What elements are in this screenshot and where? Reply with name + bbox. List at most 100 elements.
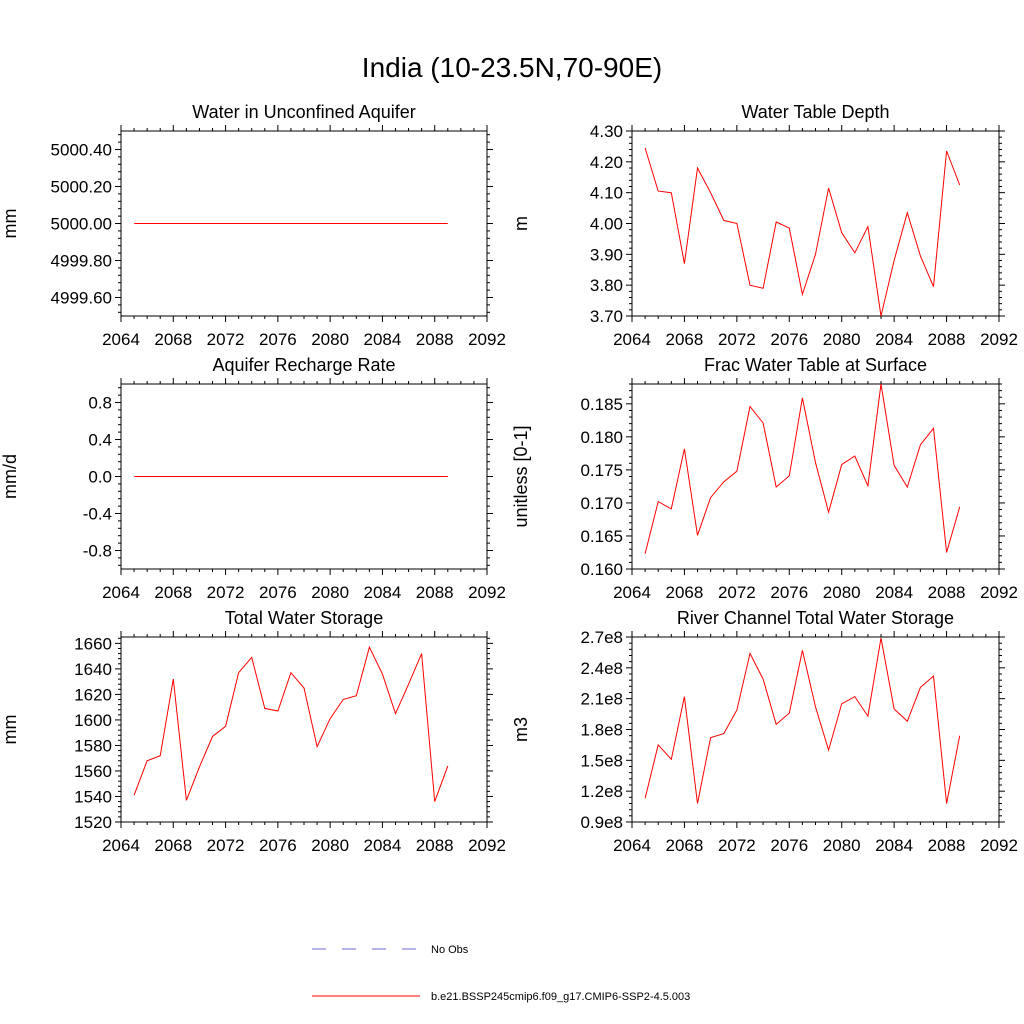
panel-2-xtick-label: 2064	[613, 330, 651, 349]
panel-4-xtick-label: 2080	[823, 583, 861, 602]
panel-4-xtick-label: 2092	[980, 583, 1018, 602]
panel-3-xtick-label: 2068	[154, 583, 192, 602]
panel-3-ytick-label: 0.0	[88, 468, 112, 487]
panel-3-ytick-label: 0.8	[88, 394, 112, 413]
panel-2-ytick-label: 4.30	[590, 122, 623, 141]
panel-2-ytick-label: 3.90	[590, 245, 623, 264]
panel-4-ytick-label: 0.185	[580, 395, 623, 414]
panel-6-xtick-label: 2092	[980, 836, 1018, 855]
panel-5-xtick-label: 2092	[468, 836, 506, 855]
panel-3-xtick-label: 2064	[102, 583, 140, 602]
panel-5-title: Total Water Storage	[225, 608, 383, 628]
panel-1-ylabel: mm	[0, 209, 20, 239]
panel-5-xtick-label: 2076	[259, 836, 297, 855]
panel-5-ytick-label: 1580	[74, 736, 112, 755]
panel-6-title: River Channel Total Water Storage	[677, 608, 954, 628]
panel-6-xtick-label: 2076	[770, 836, 808, 855]
panel-1-xtick-label: 2088	[416, 330, 454, 349]
panel-2-title: Water Table Depth	[741, 102, 889, 122]
panel-6-xtick-label: 2064	[613, 836, 651, 855]
panel-1-xtick-label: 2068	[154, 330, 192, 349]
panel-3-xtick-label: 2080	[311, 583, 349, 602]
panel-3-xtick-label: 2084	[364, 583, 402, 602]
panel-5-frame	[120, 636, 488, 823]
panel-1-title: Water in Unconfined Aquifer	[192, 102, 415, 122]
panel-2-xtick-label: 2092	[980, 330, 1018, 349]
panel-4-xtick-label: 2068	[666, 583, 704, 602]
panel-4-ytick-label: 0.160	[580, 560, 623, 579]
panel-5-xtick-label: 2080	[311, 836, 349, 855]
panel-2-ytick-label: 4.10	[590, 184, 623, 203]
panel-4-ytick-label: 0.180	[580, 428, 623, 447]
panel-2-ytick-label: 4.00	[590, 215, 623, 234]
panel-4-ytick-label: 0.170	[580, 494, 623, 513]
panel-4-ytick-label: 0.165	[580, 527, 623, 546]
panel-5-xtick-label: 2064	[102, 836, 140, 855]
panel-1-ytick-label: 5000.40	[51, 141, 112, 160]
panel-2-xtick-label: 2088	[928, 330, 966, 349]
panel-6-ytick-label: 1.5e8	[580, 751, 623, 770]
page-title: India (10-23.5N,70-90E)	[361, 52, 663, 83]
panel-3-xtick-label: 2088	[416, 583, 454, 602]
panel-3-xtick-label: 2092	[468, 583, 506, 602]
panel-1-xtick-label: 2072	[207, 330, 245, 349]
panel-1-xtick-label: 2084	[364, 330, 402, 349]
panel-2-series-line	[644, 147, 961, 317]
panel-1-xtick-label: 2092	[468, 330, 506, 349]
panel-6-ytick-label: 2.1e8	[580, 690, 623, 709]
panel-5-ytick-label: 1600	[74, 711, 112, 730]
panel-6-xtick-label: 2072	[718, 836, 756, 855]
panel-5-ytick-label: 1620	[74, 685, 112, 704]
panel-3-ytick-label: -0.8	[83, 542, 112, 561]
panel-5-xtick-label: 2068	[154, 836, 192, 855]
panel-6-ylabel: m3	[511, 717, 531, 742]
panel-4-xtick-label: 2076	[770, 583, 808, 602]
panel-2-ytick-label: 3.70	[590, 307, 623, 326]
panel-6-ytick-label: 0.9e8	[580, 813, 623, 832]
panel-1-ytick-label: 4999.60	[51, 289, 112, 308]
panel-4-xtick-label: 2064	[613, 583, 651, 602]
panel-6-ytick-label: 2.7e8	[580, 628, 623, 647]
panel-2-xtick-label: 2080	[823, 330, 861, 349]
panel-2-ylabel: m	[511, 216, 531, 231]
panel-5-ytick-label: 1640	[74, 660, 112, 679]
panel-5-series-line	[133, 645, 449, 802]
panel-5-xtick-label: 2072	[207, 836, 245, 855]
panel-6-xtick-label: 2080	[823, 836, 861, 855]
legend-obs-label: No Obs	[431, 944, 469, 956]
panel-1-xtick-label: 2076	[259, 330, 297, 349]
panel-4-frame	[631, 383, 1000, 570]
legend-model-label: b.e21.BSSP245cmip6.f09_g17.CMIP6-SSP2-4.…	[431, 991, 690, 1003]
panel-6-xtick-label: 2088	[928, 836, 966, 855]
panel-6-ytick-label: 1.2e8	[580, 782, 623, 801]
panel-5-ytick-label: 1540	[74, 787, 112, 806]
panel-2-xtick-label: 2068	[666, 330, 704, 349]
panel-2-xtick-label: 2084	[875, 330, 913, 349]
panel-4-xtick-label: 2072	[718, 583, 756, 602]
panel-6-frame	[631, 636, 1000, 823]
panel-6-ytick-label: 1.8e8	[580, 721, 623, 740]
panel-1-ytick-label: 4999.80	[51, 252, 112, 271]
panel-4-xtick-label: 2084	[875, 583, 913, 602]
panel-2-xtick-label: 2076	[770, 330, 808, 349]
panel-3-title: Aquifer Recharge Rate	[212, 355, 395, 375]
panel-1-ytick-label: 5000.00	[51, 215, 112, 234]
panel-5-xtick-label: 2084	[364, 836, 402, 855]
panel-5-ytick-label: 1560	[74, 762, 112, 781]
panel-1-ytick-label: 5000.20	[51, 178, 112, 197]
panel-1-xtick-label: 2080	[311, 330, 349, 349]
panel-5-xtick-label: 2088	[416, 836, 454, 855]
panel-2-frame	[631, 130, 1000, 317]
panel-4-series-line	[644, 383, 961, 554]
panel-5-ytick-label: 1520	[74, 813, 112, 832]
panel-4-ytick-label: 0.175	[580, 461, 623, 480]
panel-5-ylabel: mm	[0, 715, 20, 745]
panel-3-xtick-label: 2072	[207, 583, 245, 602]
panel-6-xtick-label: 2084	[875, 836, 913, 855]
panel-3-ytick-label: 0.4	[88, 431, 112, 450]
panel-5-ytick-label: 1660	[74, 634, 112, 653]
panel-3-ylabel: mm/d	[0, 454, 20, 499]
panel-4-xtick-label: 2088	[928, 583, 966, 602]
panel-2-xtick-label: 2072	[718, 330, 756, 349]
